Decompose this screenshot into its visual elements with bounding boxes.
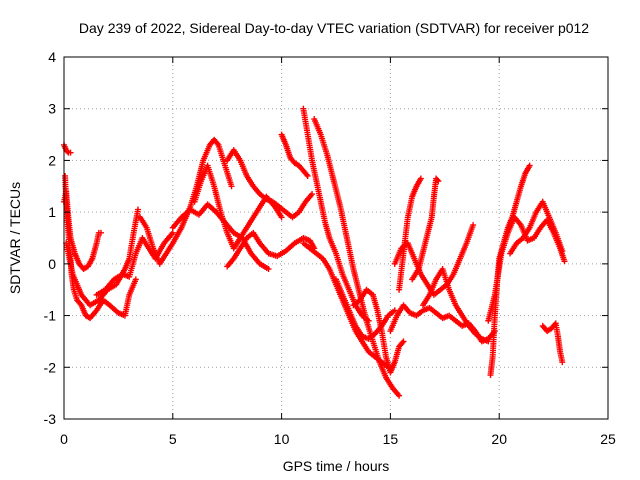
data-point — [396, 392, 403, 399]
series-arc21 — [420, 266, 492, 345]
data-point — [265, 266, 272, 273]
data-point — [559, 359, 566, 366]
grid-lines — [64, 57, 608, 419]
y-tick-label: -1 — [44, 308, 57, 324]
data-point — [559, 247, 566, 254]
data-point — [526, 162, 533, 169]
data-point — [214, 140, 221, 147]
x-tick-label: 25 — [600, 431, 616, 447]
data-point — [470, 222, 477, 229]
data-point — [77, 300, 84, 307]
data-point — [132, 276, 139, 283]
y-tick-label: -2 — [44, 359, 57, 375]
y-tick-label: -3 — [44, 411, 57, 427]
y-tick-label: 0 — [48, 256, 56, 272]
series-arc20 — [409, 175, 442, 283]
series-arc24 — [507, 198, 566, 257]
series-arc22 — [487, 162, 533, 379]
x-tick-label: 10 — [274, 431, 290, 447]
series-arc16 — [350, 286, 407, 376]
data-point — [304, 172, 311, 179]
data-point — [64, 148, 71, 155]
axis-ticks: 0 5 10 15 20 25 -3 -2 -1 0 1 2 3 4 — [44, 49, 616, 447]
data-point — [435, 178, 442, 185]
y-tick-label: 3 — [48, 101, 56, 117]
data-point — [169, 229, 176, 236]
y-tick-label: 1 — [48, 204, 56, 220]
series-arc9 — [224, 147, 316, 221]
data-point — [417, 175, 424, 182]
data-point — [67, 149, 74, 156]
series-arc2 — [61, 141, 74, 156]
data-point — [400, 338, 407, 345]
series-arc25 — [539, 320, 566, 366]
y-axis-label: SDTVAR / TECUs — [7, 182, 23, 294]
x-tick-label: 5 — [169, 431, 177, 447]
data-point — [561, 258, 568, 265]
series-arc18 — [396, 175, 424, 293]
data-point — [391, 307, 398, 314]
data-point — [434, 176, 441, 183]
x-tick-label: 0 — [60, 431, 68, 447]
data-point — [278, 214, 285, 221]
data-point — [134, 206, 141, 213]
y-tick-label: 2 — [48, 152, 56, 168]
chart-title: Day 239 of 2022, Sidereal Day-to-day VTE… — [79, 20, 589, 36]
y-tick-label: 4 — [48, 49, 56, 65]
data-point — [97, 229, 104, 236]
series-arc11 — [278, 131, 311, 179]
x-axis-label: GPS time / hours — [283, 458, 390, 474]
x-tick-label: 15 — [383, 431, 399, 447]
data-point — [228, 183, 235, 190]
data-point — [399, 339, 406, 346]
x-tick-label: 20 — [491, 431, 507, 447]
series-arc15 — [333, 276, 398, 342]
data-point — [303, 171, 310, 178]
data-series — [61, 105, 568, 399]
series-arc5 — [93, 229, 176, 298]
data-point — [485, 338, 492, 345]
plot-frame — [63, 56, 609, 420]
data-point — [309, 191, 316, 198]
